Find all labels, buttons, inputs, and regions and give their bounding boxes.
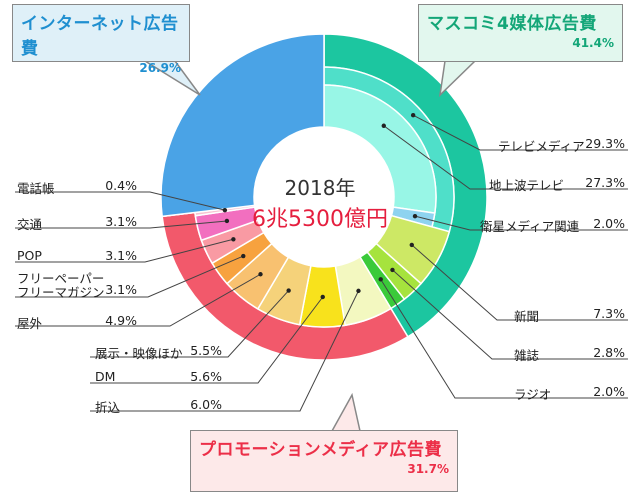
mass-media-callout: マスコミ4媒体広告費 41.4% bbox=[418, 4, 623, 62]
mass-media-title: マスコミ4媒体広告費 bbox=[427, 14, 597, 34]
promotion-pointer bbox=[330, 392, 361, 432]
center-year: 2018年 bbox=[284, 176, 356, 200]
leader-transit bbox=[15, 220, 227, 229]
leader-transit-dot bbox=[224, 218, 230, 224]
value-pop: 3.1% bbox=[105, 248, 137, 263]
label-terrestrial: 地上波テレビ bbox=[489, 178, 565, 193]
label-exhibition: 展示・映像ほか bbox=[95, 346, 183, 361]
label-newspaper: 新聞 bbox=[514, 309, 540, 324]
value-outdoor: 4.9% bbox=[105, 313, 137, 328]
leader-freepaper-dot bbox=[241, 253, 246, 259]
value-transit: 3.1% bbox=[105, 214, 137, 229]
leader-exhibition-dot bbox=[286, 288, 291, 293]
leader-exhibition bbox=[90, 290, 290, 358]
label-freepaper-1: フリーペーパー bbox=[17, 271, 105, 286]
leader-satellite-dot bbox=[412, 213, 418, 219]
center-total: 6兆5300億円 bbox=[252, 207, 388, 232]
internet-value: 26.9% bbox=[139, 61, 181, 75]
value-insert: 6.0% bbox=[190, 397, 222, 412]
leader-satellite bbox=[414, 215, 628, 231]
leader-freepaper bbox=[15, 255, 244, 298]
value-phonebook: 0.4% bbox=[105, 178, 137, 193]
label-freepaper-2: フリーマガジン bbox=[17, 285, 105, 300]
internet-slice bbox=[160, 33, 325, 218]
label-tv-media: テレビメディア bbox=[498, 139, 585, 154]
mass-media-value: 41.4% bbox=[572, 36, 614, 50]
label-insert: 折込 bbox=[95, 400, 121, 415]
leader-phonebook bbox=[15, 191, 225, 211]
value-freepaper: 3.1% bbox=[105, 282, 137, 297]
leader-dm-dot bbox=[320, 294, 325, 300]
leader-terrestrial-dot bbox=[381, 123, 386, 128]
label-outdoor: 屋外 bbox=[17, 316, 43, 331]
leader-magazine bbox=[392, 269, 628, 360]
leader-tv-media-dot bbox=[410, 113, 416, 118]
label-phonebook: 電話帳 bbox=[17, 181, 55, 196]
leader-tv-media bbox=[412, 114, 628, 151]
leader-pop-dot bbox=[231, 237, 236, 242]
internet-callout: インターネット広告費 26.9% bbox=[12, 4, 190, 75]
internet-title: インターネット広告費 bbox=[21, 14, 179, 59]
inner-ring bbox=[160, 33, 451, 328]
value-magazine: 2.8% bbox=[593, 345, 625, 360]
value-dm: 5.6% bbox=[190, 369, 222, 384]
leader-newspaper-dot bbox=[409, 242, 414, 248]
label-magazine: 雑誌 bbox=[514, 348, 540, 363]
value-radio: 2.0% bbox=[593, 384, 625, 399]
promotion-value: 31.7% bbox=[407, 462, 449, 476]
label-radio: ラジオ bbox=[514, 387, 552, 402]
leader-insert-dot bbox=[356, 288, 361, 294]
label-dm: DM bbox=[95, 369, 116, 384]
leader-outdoor-dot bbox=[258, 272, 263, 277]
value-tv-media: 29.3% bbox=[585, 136, 625, 151]
label-transit: 交通 bbox=[17, 217, 43, 232]
leader-newspaper bbox=[411, 244, 628, 321]
leader-radio bbox=[380, 279, 628, 399]
value-exhibition: 5.5% bbox=[190, 343, 222, 358]
leader-outdoor bbox=[15, 273, 261, 327]
leader-terrestrial bbox=[383, 125, 628, 190]
label-pop: POP bbox=[17, 248, 42, 263]
promotion-title: プロモーションメディア広告費 bbox=[199, 440, 442, 460]
leader-radio-dot bbox=[378, 277, 383, 282]
leader-pop bbox=[15, 238, 234, 263]
mass-media-pointer bbox=[438, 60, 477, 98]
leader-dm bbox=[90, 296, 324, 384]
promotion-callout: プロモーションメディア広告費 31.7% bbox=[190, 430, 458, 492]
leader-phonebook-dot bbox=[222, 207, 228, 213]
value-newspaper: 7.3% bbox=[593, 306, 625, 321]
leader-insert bbox=[90, 290, 359, 412]
leader-magazine-dot bbox=[390, 267, 395, 273]
value-terrestrial: 27.3% bbox=[585, 175, 625, 190]
leader-lines bbox=[15, 60, 628, 432]
label-satellite: 衛星メディア関連 bbox=[480, 219, 580, 234]
value-satellite: 2.0% bbox=[593, 216, 625, 231]
